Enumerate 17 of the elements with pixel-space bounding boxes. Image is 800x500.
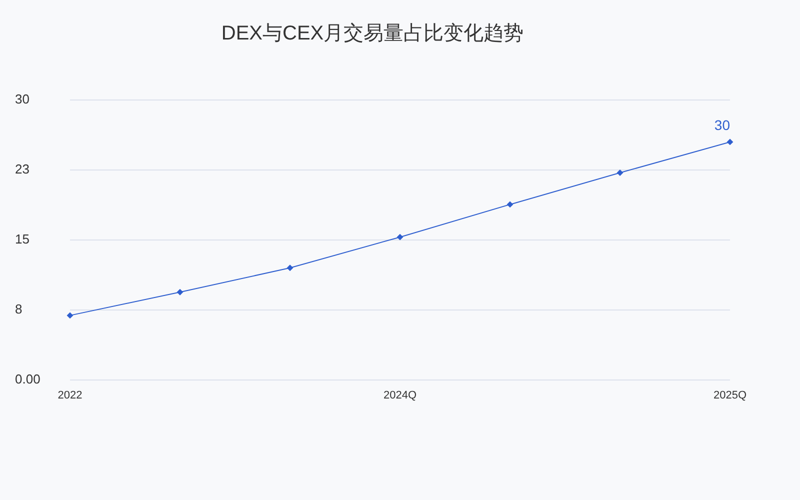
point	[727, 138, 733, 145]
point	[617, 170, 623, 176]
point	[397, 234, 403, 240]
point	[67, 312, 73, 318]
point	[287, 264, 293, 271]
x-tick-label: 2025Q	[713, 389, 747, 402]
x-tick-label: 2024Q	[383, 389, 417, 402]
point	[177, 289, 183, 296]
y-tick-label: 8	[15, 301, 22, 316]
chart-title: DEX与CEX月交易量占比变化趋势	[221, 22, 524, 45]
x-tick-label: 2022	[58, 389, 82, 402]
y-tick-label: 23	[15, 162, 30, 177]
point	[507, 201, 513, 208]
y-tick-label: 0.00	[15, 371, 40, 386]
y-tick-label: 15	[15, 231, 30, 246]
y-tick-label: 30	[15, 92, 30, 107]
annotation: 30	[714, 116, 730, 133]
